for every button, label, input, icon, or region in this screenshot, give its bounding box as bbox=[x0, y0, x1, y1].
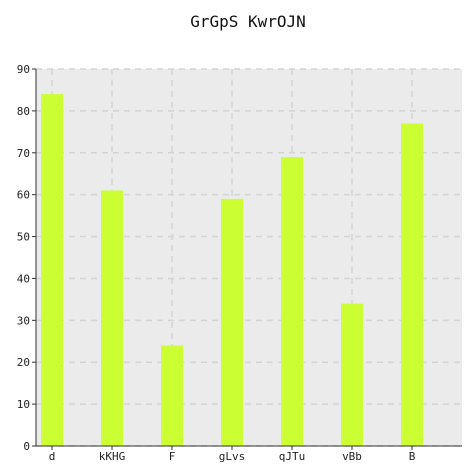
y-tick-label: 60 bbox=[17, 189, 30, 202]
bars bbox=[41, 94, 423, 446]
plot-area bbox=[36, 69, 462, 446]
bar-vBb bbox=[341, 303, 363, 446]
x-tick-label: d bbox=[49, 450, 56, 463]
bar-kKHG bbox=[101, 190, 123, 446]
y-tick-label: 0 bbox=[23, 440, 30, 453]
y-tick-label: 70 bbox=[17, 147, 30, 160]
y-tick-label: 30 bbox=[17, 314, 30, 327]
x-tick-label: qJTu bbox=[279, 450, 306, 463]
chart-title: GrGpS KwrOJN bbox=[190, 12, 306, 31]
x-tick-label: vBb bbox=[342, 450, 362, 463]
y-tick-label: 20 bbox=[17, 356, 30, 369]
y-tick-label: 90 bbox=[17, 63, 30, 76]
bar-F bbox=[161, 345, 183, 446]
y-tick-label: 80 bbox=[17, 105, 30, 118]
bar-d bbox=[41, 94, 63, 446]
x-tick-label: gLvs bbox=[219, 450, 246, 463]
y-axis-ticks: 0 10 20 30 40 50 60 70 80 90 bbox=[17, 63, 36, 453]
y-tick-label: 10 bbox=[17, 398, 30, 411]
x-tick-label: kKHG bbox=[99, 450, 126, 463]
y-tick-label: 40 bbox=[17, 272, 30, 285]
bar-B bbox=[401, 123, 423, 446]
x-tick-label: F bbox=[169, 450, 176, 463]
bar-qJTu bbox=[281, 156, 303, 446]
bar-gLvs bbox=[221, 198, 243, 446]
x-tick-label: B bbox=[409, 450, 416, 463]
y-tick-label: 50 bbox=[17, 231, 30, 244]
axes bbox=[35, 69, 462, 447]
